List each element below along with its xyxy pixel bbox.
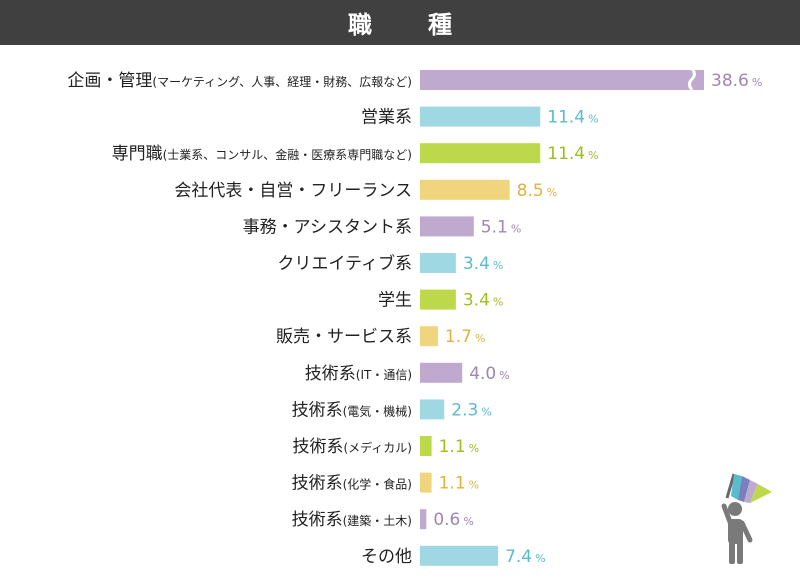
value-label: 11.4% xyxy=(547,108,598,128)
bar xyxy=(420,70,704,90)
value-label: 38.6% xyxy=(711,71,762,91)
value-number: 5.1 xyxy=(481,217,508,237)
value-label: 11.4% xyxy=(547,144,598,164)
category-label: 企画・管理(マーケティング、人事、経理・財務、広報など) xyxy=(67,71,412,91)
category-label: 販売・サービス系 xyxy=(276,327,412,347)
bar xyxy=(420,509,427,530)
bar xyxy=(420,545,499,566)
value-number: 38.6 xyxy=(711,71,749,91)
value-number: 3.4 xyxy=(463,291,490,311)
axis-break-mark xyxy=(688,67,696,91)
category-main-label: 技術系 xyxy=(292,437,343,457)
category-main-label: 技術系 xyxy=(292,400,343,420)
value-unit: % xyxy=(463,515,473,528)
category-label: 技術系(建築・土木) xyxy=(292,510,412,530)
chart-title: 職 種 xyxy=(348,11,468,39)
bar xyxy=(420,253,456,273)
value-unit: % xyxy=(493,296,503,309)
bar xyxy=(420,399,445,420)
category-main-label: 営業系 xyxy=(361,108,412,128)
category-label: 事務・アシスタント系 xyxy=(243,217,412,237)
value-unit: % xyxy=(493,259,503,272)
bar xyxy=(420,472,432,493)
value-unit: % xyxy=(469,479,479,492)
value-unit: % xyxy=(475,332,485,345)
chart-title-bar: 職 種 xyxy=(0,0,800,45)
category-label: 専門職(士業系、コンサル、金融・医療系専門職など) xyxy=(112,144,412,164)
value-label: 1.1% xyxy=(439,474,480,494)
value-unit: % xyxy=(588,149,598,162)
value-unit: % xyxy=(481,405,491,418)
value-unit: % xyxy=(511,222,521,235)
category-main-label: 技術系 xyxy=(292,474,343,494)
value-label: 0.6% xyxy=(433,510,474,530)
category-sub-label: (士業系、コンサル、金融・医療系専門職など) xyxy=(163,147,412,162)
value-label: 8.5% xyxy=(517,181,558,201)
value-label: 4.0% xyxy=(469,364,510,384)
value-label: 1.1% xyxy=(439,437,480,457)
category-main-label: 技術系 xyxy=(292,510,343,530)
category-label: 技術系(メディカル) xyxy=(292,437,412,457)
category-main-label: 事務・アシスタント系 xyxy=(243,217,412,237)
value-number: 11.4 xyxy=(547,108,585,128)
value-number: 2.3 xyxy=(451,400,478,420)
value-number: 1.7 xyxy=(445,327,472,347)
category-sub-label: (IT・通信) xyxy=(356,368,412,382)
category-main-label: 会社代表・自営・フリーランス xyxy=(174,181,412,201)
category-label: その他 xyxy=(361,547,412,567)
category-label: 技術系(化学・食品) xyxy=(292,474,412,494)
category-label: 会社代表・自営・フリーランス xyxy=(174,181,412,201)
category-label: クリエイティブ系 xyxy=(277,253,412,274)
bar xyxy=(420,179,510,200)
value-label: 5.1% xyxy=(481,217,522,237)
category-main-label: 学生 xyxy=(378,291,412,311)
value-number: 11.4 xyxy=(547,144,585,164)
value-number: 3.4 xyxy=(463,254,490,274)
bar xyxy=(420,216,474,237)
category-label: 営業系 xyxy=(361,108,412,128)
value-unit: % xyxy=(535,552,545,565)
value-number: 4.0 xyxy=(469,364,496,384)
bar xyxy=(420,143,541,164)
category-label: 技術系(IT・通信) xyxy=(305,364,412,384)
category-main-label: クリエイティブ系 xyxy=(277,253,412,274)
value-number: 7.4 xyxy=(505,547,532,567)
value-unit: % xyxy=(499,369,509,382)
value-number: 1.1 xyxy=(439,474,466,494)
value-number: 8.5 xyxy=(517,181,544,201)
category-main-label: その他 xyxy=(361,547,412,567)
value-unit: % xyxy=(588,113,598,126)
value-number: 0.6 xyxy=(433,510,460,530)
category-sub-label: (建築・土木) xyxy=(343,513,412,528)
bar xyxy=(420,326,438,347)
value-label: 3.4% xyxy=(463,254,504,274)
category-sub-label: (マーケティング、人事、経理・財務、広報など) xyxy=(152,74,412,89)
bar xyxy=(420,106,541,127)
value-unit: % xyxy=(752,76,762,89)
category-sub-label: (電気・機械) xyxy=(343,403,412,418)
value-label: 1.7% xyxy=(445,327,486,347)
category-main-label: 技術系 xyxy=(305,364,356,384)
bar xyxy=(420,289,456,310)
value-unit: % xyxy=(469,442,479,455)
bar xyxy=(420,362,463,383)
bar xyxy=(420,436,432,456)
category-main-label: 専門職 xyxy=(112,144,163,164)
value-unit: % xyxy=(547,186,557,199)
value-label: 3.4% xyxy=(463,291,504,311)
category-sub-label: (メディカル) xyxy=(343,440,412,455)
category-main-label: 販売・サービス系 xyxy=(276,327,412,347)
category-label: 技術系(電気・機械) xyxy=(292,400,412,420)
value-number: 1.1 xyxy=(439,437,466,457)
category-label: 学生 xyxy=(378,291,412,311)
category-main-label: 企画・管理 xyxy=(67,71,152,91)
value-label: 7.4% xyxy=(505,547,546,567)
value-label: 2.3% xyxy=(451,400,492,420)
category-sub-label: (化学・食品) xyxy=(343,477,412,492)
